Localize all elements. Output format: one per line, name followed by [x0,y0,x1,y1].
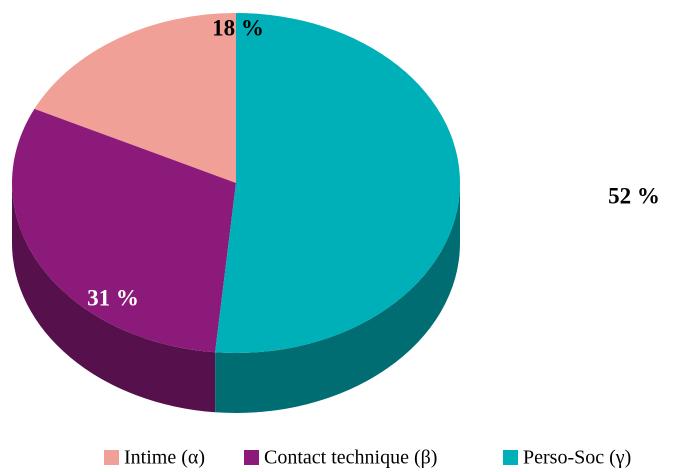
slice [34,13,236,183]
slice [215,13,461,353]
legend-label: Perso-Soc (γ) [523,447,631,469]
value-label: 31 % [87,285,139,310]
legend-label: Intime (α) [124,447,205,469]
value-label: 18 % [212,15,264,40]
legend-swatch [244,450,259,465]
legend-swatch [104,450,119,465]
legend-label: Contact technique (β) [264,447,437,469]
slice [11,108,237,353]
slice-side [12,183,216,413]
slice-side [215,183,460,413]
legend-swatch [503,450,518,465]
value-label: 52 % [608,183,660,208]
